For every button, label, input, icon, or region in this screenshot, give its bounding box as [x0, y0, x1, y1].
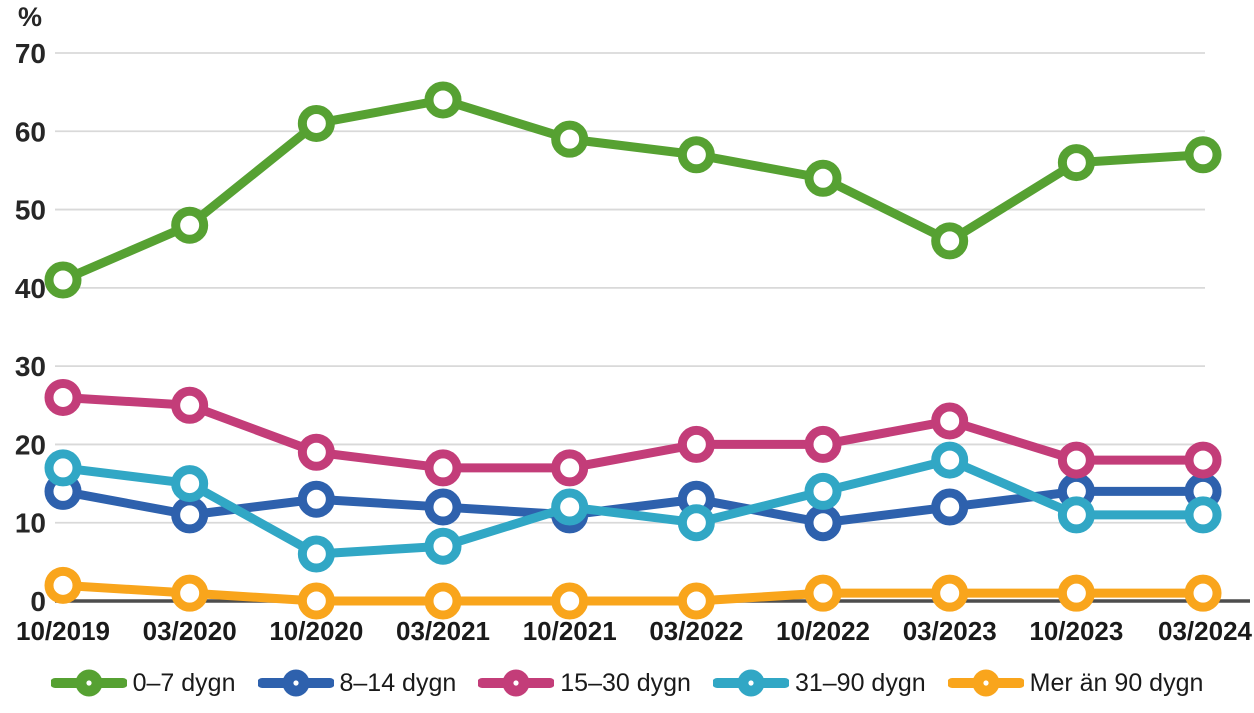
point-31-90-dygn-03/2021 [424, 527, 462, 565]
x-tick-label-03-2023: 03/2023 [903, 616, 997, 646]
point-0-7-dygn-10/2020 [297, 104, 335, 142]
point-mer-an-90-dygn-03/2022 [677, 582, 715, 620]
y-tick-label-60: 60 [15, 116, 46, 147]
legend-item-mer-an-90-dygn: Mer än 90 dygn [947, 667, 1204, 699]
point-mer-an-90-dygn-10/2020 [297, 582, 335, 620]
y-tick-label-70: 70 [15, 38, 46, 69]
point-15-30-dygn-10/2023 [1057, 441, 1095, 479]
legend-item-0-7-dygn: 0–7 dygn [50, 667, 236, 699]
legend-label-mer-an-90-dygn: Mer än 90 dygn [1029, 668, 1204, 697]
point-31-90-dygn-10/2022 [804, 472, 842, 510]
point-15-30-dygn-10/2022 [804, 425, 842, 463]
legend-marker-mer-an-90-dygn [947, 669, 1024, 697]
series-line-0-7-dygn [58, 95, 1208, 285]
point-15-30-dygn-03/2023 [931, 402, 969, 440]
point-0-7-dygn-03/2022 [677, 136, 715, 174]
x-tick-label-10-2019: 10/2019 [16, 616, 110, 646]
series-line-31-90-dygn [58, 455, 1208, 559]
point-8-14-dygn-10/2022 [804, 504, 842, 542]
y-tick-label-0: 0 [30, 586, 46, 617]
point-mer-an-90-dygn-03/2021 [424, 582, 462, 620]
x-tick-label-03-2021: 03/2021 [396, 616, 490, 646]
point-31-90-dygn-03/2022 [677, 504, 715, 542]
point-31-90-dygn-10/2020 [297, 535, 335, 573]
legend-item-15-30-dygn: 15–30 dygn [478, 667, 691, 699]
y-tick-label-20: 20 [15, 429, 46, 460]
point-15-30-dygn-10/2020 [297, 433, 335, 471]
point-mer-an-90-dygn-10/2023 [1057, 574, 1095, 612]
point-31-90-dygn-03/2024 [1184, 496, 1222, 534]
series-31-90-dygn [44, 441, 1222, 573]
x-tick-label-10-2020: 10/2020 [269, 616, 363, 646]
point-0-7-dygn-03/2023 [931, 222, 969, 260]
point-mer-an-90-dygn-10/2019 [44, 566, 82, 604]
point-mer-an-90-dygn-03/2024 [1184, 574, 1222, 612]
point-15-30-dygn-03/2021 [424, 449, 462, 487]
series-line-mer-an-90-dygn [58, 580, 1208, 606]
x-tick-label-03-2024: 03/2024 [1158, 616, 1253, 646]
legend-marker-dot-center [748, 680, 754, 686]
legend-marker-dot-center [86, 680, 92, 686]
legend-marker-8-14-dygn [257, 669, 334, 697]
point-0-7-dygn-03/2021 [424, 81, 462, 119]
point-8-14-dygn-03/2021 [424, 488, 462, 526]
y-tick-label-50: 50 [15, 195, 46, 226]
point-0-7-dygn-10/2021 [551, 120, 589, 158]
point-31-90-dygn-03/2020 [171, 465, 209, 503]
point-mer-an-90-dygn-03/2020 [171, 574, 209, 612]
legend-label-15-30-dygn: 15–30 dygn [560, 668, 691, 697]
point-31-90-dygn-10/2021 [551, 488, 589, 526]
series-line-15-30-dygn [58, 392, 1208, 473]
point-mer-an-90-dygn-10/2021 [551, 582, 589, 620]
point-0-7-dygn-10/2023 [1057, 144, 1095, 182]
x-tick-label-10-2022: 10/2022 [776, 616, 870, 646]
point-0-7-dygn-03/2020 [171, 206, 209, 244]
point-31-90-dygn-10/2019 [44, 449, 82, 487]
point-8-14-dygn-03/2023 [931, 488, 969, 526]
legend-marker-31-90-dygn [712, 669, 789, 697]
x-tick-label-10-2023: 10/2023 [1029, 616, 1123, 646]
series-0-7-dygn [44, 81, 1222, 299]
x-tick-label-03-2020: 03/2020 [143, 616, 237, 646]
point-31-90-dygn-03/2023 [931, 441, 969, 479]
point-8-14-dygn-10/2020 [297, 480, 335, 518]
chart-legend: 0–7 dygn 8–14 dygn 15–30 dygn 31–90 dygn Mer… [0, 667, 1254, 699]
legend-marker-dot-center [983, 680, 989, 686]
x-tick-label-03-2022: 03/2022 [649, 616, 743, 646]
series-line-8-14-dygn [58, 486, 1208, 528]
point-15-30-dygn-03/2022 [677, 425, 715, 463]
legend-marker-15-30-dygn [478, 669, 555, 697]
point-mer-an-90-dygn-03/2023 [931, 574, 969, 612]
legend-label-0-7-dygn: 0–7 dygn [132, 668, 236, 697]
x-tick-label-10-2021: 10/2021 [523, 616, 617, 646]
point-15-30-dygn-03/2024 [1184, 441, 1222, 479]
y-tick-label-30: 30 [15, 351, 46, 382]
legend-item-31-90-dygn: 31–90 dygn [712, 667, 926, 699]
point-mer-an-90-dygn-10/2022 [804, 574, 842, 612]
point-15-30-dygn-10/2021 [551, 449, 589, 487]
y-tick-label-10: 10 [15, 508, 46, 539]
y-axis-unit-label: % [18, 2, 42, 32]
legend-label-8-14-dygn: 8–14 dygn [339, 668, 457, 697]
series-mer-an-90-dygn [44, 566, 1222, 620]
point-15-30-dygn-03/2020 [171, 386, 209, 424]
point-8-14-dygn-03/2020 [171, 496, 209, 534]
line-chart-plot: 0 10 20 30 40 50 60 70% 10/2019 03/2020 10/2020 03/… [15, 2, 1253, 646]
legend-marker-dot-center [292, 680, 299, 686]
legend-label-31-90-dygn: 31–90 dygn [794, 668, 926, 697]
legend-marker-0-7-dygn [50, 669, 127, 697]
point-31-90-dygn-10/2023 [1057, 496, 1095, 534]
y-tick-label-40: 40 [15, 273, 46, 304]
point-0-7-dygn-03/2024 [1184, 136, 1222, 174]
legend-marker-dot-center [513, 680, 519, 686]
point-0-7-dygn-10/2022 [804, 159, 842, 197]
series-15-30-dygn [44, 378, 1222, 487]
legend-item-8-14-dygn: 8–14 dygn [257, 667, 457, 699]
point-0-7-dygn-10/2019 [44, 261, 82, 299]
point-15-30-dygn-10/2019 [44, 378, 82, 416]
